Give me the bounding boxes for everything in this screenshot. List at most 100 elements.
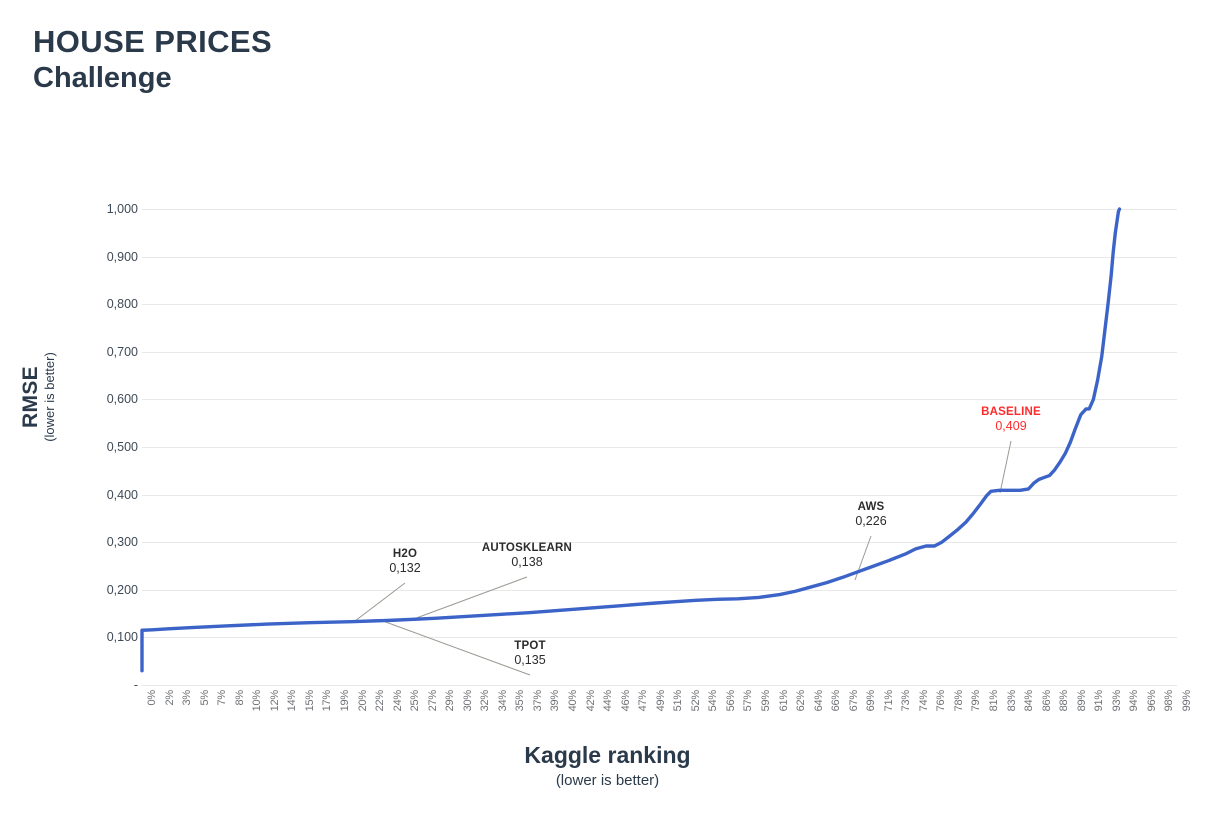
gridline xyxy=(142,304,1177,306)
annotation-label: TPOT xyxy=(514,640,546,652)
x-tick-label: 24% xyxy=(391,690,404,712)
title-block: HOUSE PRICES Challenge xyxy=(33,24,272,95)
x-tick-label: 89% xyxy=(1075,690,1088,712)
x-tick-label: 59% xyxy=(759,690,772,712)
x-tick-label: 54% xyxy=(707,690,720,712)
page-title: HOUSE PRICES xyxy=(33,24,273,59)
y-tick-label: 0,100 xyxy=(106,630,138,645)
x-tick-label: 76% xyxy=(935,690,948,712)
x-tick-label: 84% xyxy=(1023,690,1036,712)
x-tick-label: 22% xyxy=(374,690,387,712)
annotation-value: 0,135 xyxy=(514,653,546,668)
x-tick-label: 0% xyxy=(146,690,158,706)
x-tick-label: 20% xyxy=(356,690,369,712)
x-tick-label: 91% xyxy=(1093,690,1106,712)
x-tick-label: 2% xyxy=(163,690,176,706)
plot-area xyxy=(142,209,1177,686)
x-axis-tick-labels: 0% 2% 3% 5% 7% 8% 10% 12% 14% 15% 17% 19% 20% 22% 24% 2… xyxy=(142,690,1193,736)
annotation-label: BASELINE xyxy=(981,406,1041,418)
annotation-label: AWS xyxy=(857,501,885,513)
x-tick-label: 57% xyxy=(742,690,755,712)
gridline xyxy=(142,351,1177,353)
x-tick-label: 5% xyxy=(198,690,211,706)
x-tick-label: 69% xyxy=(865,690,878,712)
x-axis-title-main: Kaggle ranking xyxy=(524,742,691,768)
x-tick-label: 51% xyxy=(672,690,685,712)
x-tick-label: 12% xyxy=(268,690,281,712)
x-tick-label: 27% xyxy=(426,690,439,712)
annotation-aws: AWS 0,226 xyxy=(801,500,941,529)
page-subtitle: Challenge xyxy=(33,61,172,94)
y-tick-label: 0,300 xyxy=(106,535,138,550)
x-tick-label: 44% xyxy=(602,690,615,712)
x-tick-label: 30% xyxy=(461,690,474,712)
x-tick-label: 79% xyxy=(970,690,983,712)
x-tick-label: 81% xyxy=(988,690,1001,712)
x-tick-label: 15% xyxy=(303,690,316,712)
annotation-tpot: TPOT 0,135 xyxy=(460,639,600,668)
x-tick-label: 46% xyxy=(619,690,632,712)
x-tick-label: 98% xyxy=(1163,690,1176,712)
annotation-baseline: BASELINE 0,409 xyxy=(941,405,1081,434)
gridline xyxy=(142,542,1177,544)
annotation-label: AUTOSKLEARN xyxy=(481,542,573,554)
x-tick-label: 40% xyxy=(567,690,580,712)
x-tick-label: 73% xyxy=(900,690,913,712)
x-tick-label: 52% xyxy=(689,690,702,712)
x-tick-label: 56% xyxy=(724,690,737,712)
annotation-autosklearn: AUTOSKLEARN 0,138 xyxy=(457,541,597,570)
annotation-h2o: H2O 0,132 xyxy=(335,547,475,576)
gridline xyxy=(142,209,1177,210)
x-tick-label: 7% xyxy=(216,690,229,706)
x-tick-label: 29% xyxy=(444,690,457,712)
y-tick-label: 0,700 xyxy=(106,344,138,359)
x-tick-label: 37% xyxy=(531,690,544,712)
x-axis-title: Kaggle ranking (lower is better) xyxy=(0,742,1215,791)
y-tick-label: 0,900 xyxy=(106,249,138,264)
x-tick-label: 35% xyxy=(514,690,527,712)
gridline xyxy=(142,256,1177,258)
y-tick-label: 0,500 xyxy=(106,440,138,454)
annotation-label: H2O xyxy=(392,548,418,560)
annotation-value: 0,226 xyxy=(855,514,887,529)
gridline xyxy=(142,589,1177,591)
x-axis-title-sub: (lower is better) xyxy=(555,771,660,789)
x-tick-label: 49% xyxy=(654,690,667,712)
y-tick-label: 0,800 xyxy=(106,297,138,312)
x-tick-label: 34% xyxy=(496,690,509,712)
x-tick-label: 64% xyxy=(812,690,825,712)
y-tick-label: 0,400 xyxy=(106,487,138,502)
x-tick-label: 74% xyxy=(917,690,930,712)
y-tick-label: - xyxy=(133,678,138,692)
y-tick-label: 0,200 xyxy=(106,582,138,597)
x-tick-label: 3% xyxy=(181,690,194,706)
x-tick-label: 96% xyxy=(1145,690,1158,712)
x-tick-label: 39% xyxy=(549,690,562,712)
x-tick-label: 83% xyxy=(1005,690,1018,712)
gridline xyxy=(142,399,1177,401)
x-tick-label: 71% xyxy=(882,690,895,712)
x-tick-label: 42% xyxy=(584,690,597,712)
x-tick-label: 25% xyxy=(409,690,422,712)
gridline xyxy=(142,447,1177,448)
x-tick-label: 86% xyxy=(1040,690,1053,712)
x-tick-label: 17% xyxy=(321,690,334,712)
x-tick-label: 93% xyxy=(1110,690,1123,712)
annotation-value: 0,138 xyxy=(511,555,543,570)
x-tick-label: 78% xyxy=(952,690,965,712)
x-tick-label: 14% xyxy=(286,690,299,712)
x-tick-label: 62% xyxy=(795,690,808,712)
x-tick-label: 61% xyxy=(777,690,790,712)
x-tick-label: 94% xyxy=(1128,690,1141,712)
annotation-value: 0,132 xyxy=(389,561,421,576)
x-tick-label: 19% xyxy=(338,690,351,712)
x-tick-label: 32% xyxy=(479,690,492,712)
x-tick-label: 8% xyxy=(233,690,246,706)
gridline xyxy=(142,494,1177,496)
x-tick-label: 99% xyxy=(1181,690,1193,712)
annotation-value: 0,409 xyxy=(995,419,1027,434)
y-tick-label: 0,600 xyxy=(106,392,138,407)
gridline xyxy=(142,637,1177,639)
x-tick-label: 66% xyxy=(830,690,843,712)
